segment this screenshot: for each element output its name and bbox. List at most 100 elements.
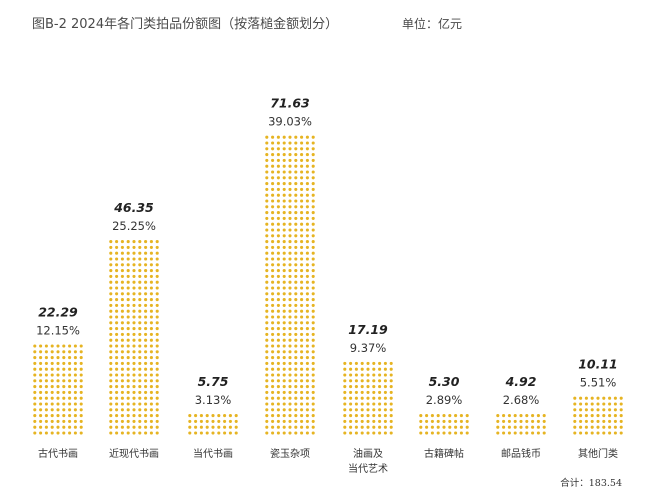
bar-dot (62, 396, 66, 400)
bar-dot (519, 425, 523, 429)
bar-dot (44, 373, 48, 377)
bar-dot (271, 379, 275, 383)
bar-dot (265, 321, 269, 325)
bar-dot (271, 251, 275, 255)
bar-dot (115, 298, 119, 302)
bar-dot (282, 135, 286, 139)
bar-dot (525, 414, 529, 418)
bar-dot (542, 419, 546, 423)
bar-dot (305, 344, 309, 348)
bar-dot (573, 396, 577, 400)
bar-dot (343, 379, 347, 383)
bar-dot (115, 408, 119, 412)
bar-dot (442, 431, 446, 435)
bar-dot (305, 298, 309, 302)
bar-dot (155, 361, 159, 365)
bar-dot (579, 414, 583, 418)
bar-dot (525, 425, 529, 429)
bar-dot (579, 425, 583, 429)
bar-dot (584, 396, 588, 400)
bar-dot (294, 251, 298, 255)
bar-dot (282, 414, 286, 418)
bar-dot (50, 390, 54, 394)
bar-dot (132, 257, 136, 261)
bar-dot (73, 367, 77, 371)
bar-dot (294, 350, 298, 354)
bar-dot (109, 414, 113, 418)
bar-dot (372, 419, 376, 423)
bar-dot (343, 396, 347, 400)
bar-dot (44, 419, 48, 423)
bar-dot (288, 170, 292, 174)
bar-dot (138, 332, 142, 336)
bar-dot (120, 327, 124, 331)
bar-dot (349, 390, 353, 394)
bar-dot (294, 315, 298, 319)
bar-dot (79, 385, 83, 389)
bar-dot (305, 338, 309, 342)
bar-dot (372, 379, 376, 383)
bar-dot (199, 431, 203, 435)
bar-dot (155, 292, 159, 296)
bar-dot (265, 327, 269, 331)
bar-dot (389, 425, 393, 429)
bar-dot (50, 396, 54, 400)
category-label-1: 古代书画 (38, 447, 78, 460)
bar-dot (138, 321, 142, 325)
bar-dot (305, 263, 309, 267)
bar-dot (294, 257, 298, 261)
bar-dot (288, 425, 292, 429)
bar-dot (602, 402, 606, 406)
bar-dot (282, 361, 286, 365)
bar-dot (276, 344, 280, 348)
bar-dot (311, 390, 315, 394)
bar-dot (305, 135, 309, 139)
bar-dot (465, 431, 469, 435)
bar-dot (211, 419, 215, 423)
bar-dot (305, 234, 309, 238)
bar-dot (56, 419, 60, 423)
bar-dot (349, 419, 353, 423)
bar-dot (282, 170, 286, 174)
bar-dot (271, 269, 275, 273)
bar-dot (132, 309, 136, 313)
bar-dot (120, 257, 124, 261)
bar-dot (120, 292, 124, 296)
bar-dot (265, 379, 269, 383)
bar-dot (79, 396, 83, 400)
bar-dot (383, 408, 387, 412)
bar-dot (56, 373, 60, 377)
bar-dot (276, 425, 280, 429)
bar-dot (109, 240, 113, 244)
bar-dot (39, 379, 43, 383)
bar-dot (349, 408, 353, 412)
bar-dot (144, 280, 148, 284)
category-label-7: 邮品钱币 (501, 447, 541, 460)
bar-dot (120, 274, 124, 278)
bar-dot (138, 338, 142, 342)
bar-dot (276, 280, 280, 284)
bar-dot (33, 385, 37, 389)
bar-dot (265, 292, 269, 296)
bar-dot (33, 373, 37, 377)
bar-dot (265, 211, 269, 215)
bar-dot (454, 419, 458, 423)
bar-dot (149, 303, 153, 307)
bar-dot (602, 419, 606, 423)
bar-dot (33, 425, 37, 429)
bar-dot (282, 338, 286, 342)
bar-dot (502, 414, 506, 418)
bar-dot (115, 332, 119, 336)
bar-dot (294, 269, 298, 273)
bar-dot (149, 321, 153, 325)
bar-dot (73, 379, 77, 383)
bar-dot (109, 321, 113, 325)
bar-dot (282, 425, 286, 429)
bar-dot (73, 356, 77, 360)
bar-dot (126, 425, 130, 429)
bar-dot (144, 245, 148, 249)
bar-dot (115, 390, 119, 394)
bar-dot (619, 419, 623, 423)
bar-dot (271, 350, 275, 354)
bar-dot (305, 193, 309, 197)
